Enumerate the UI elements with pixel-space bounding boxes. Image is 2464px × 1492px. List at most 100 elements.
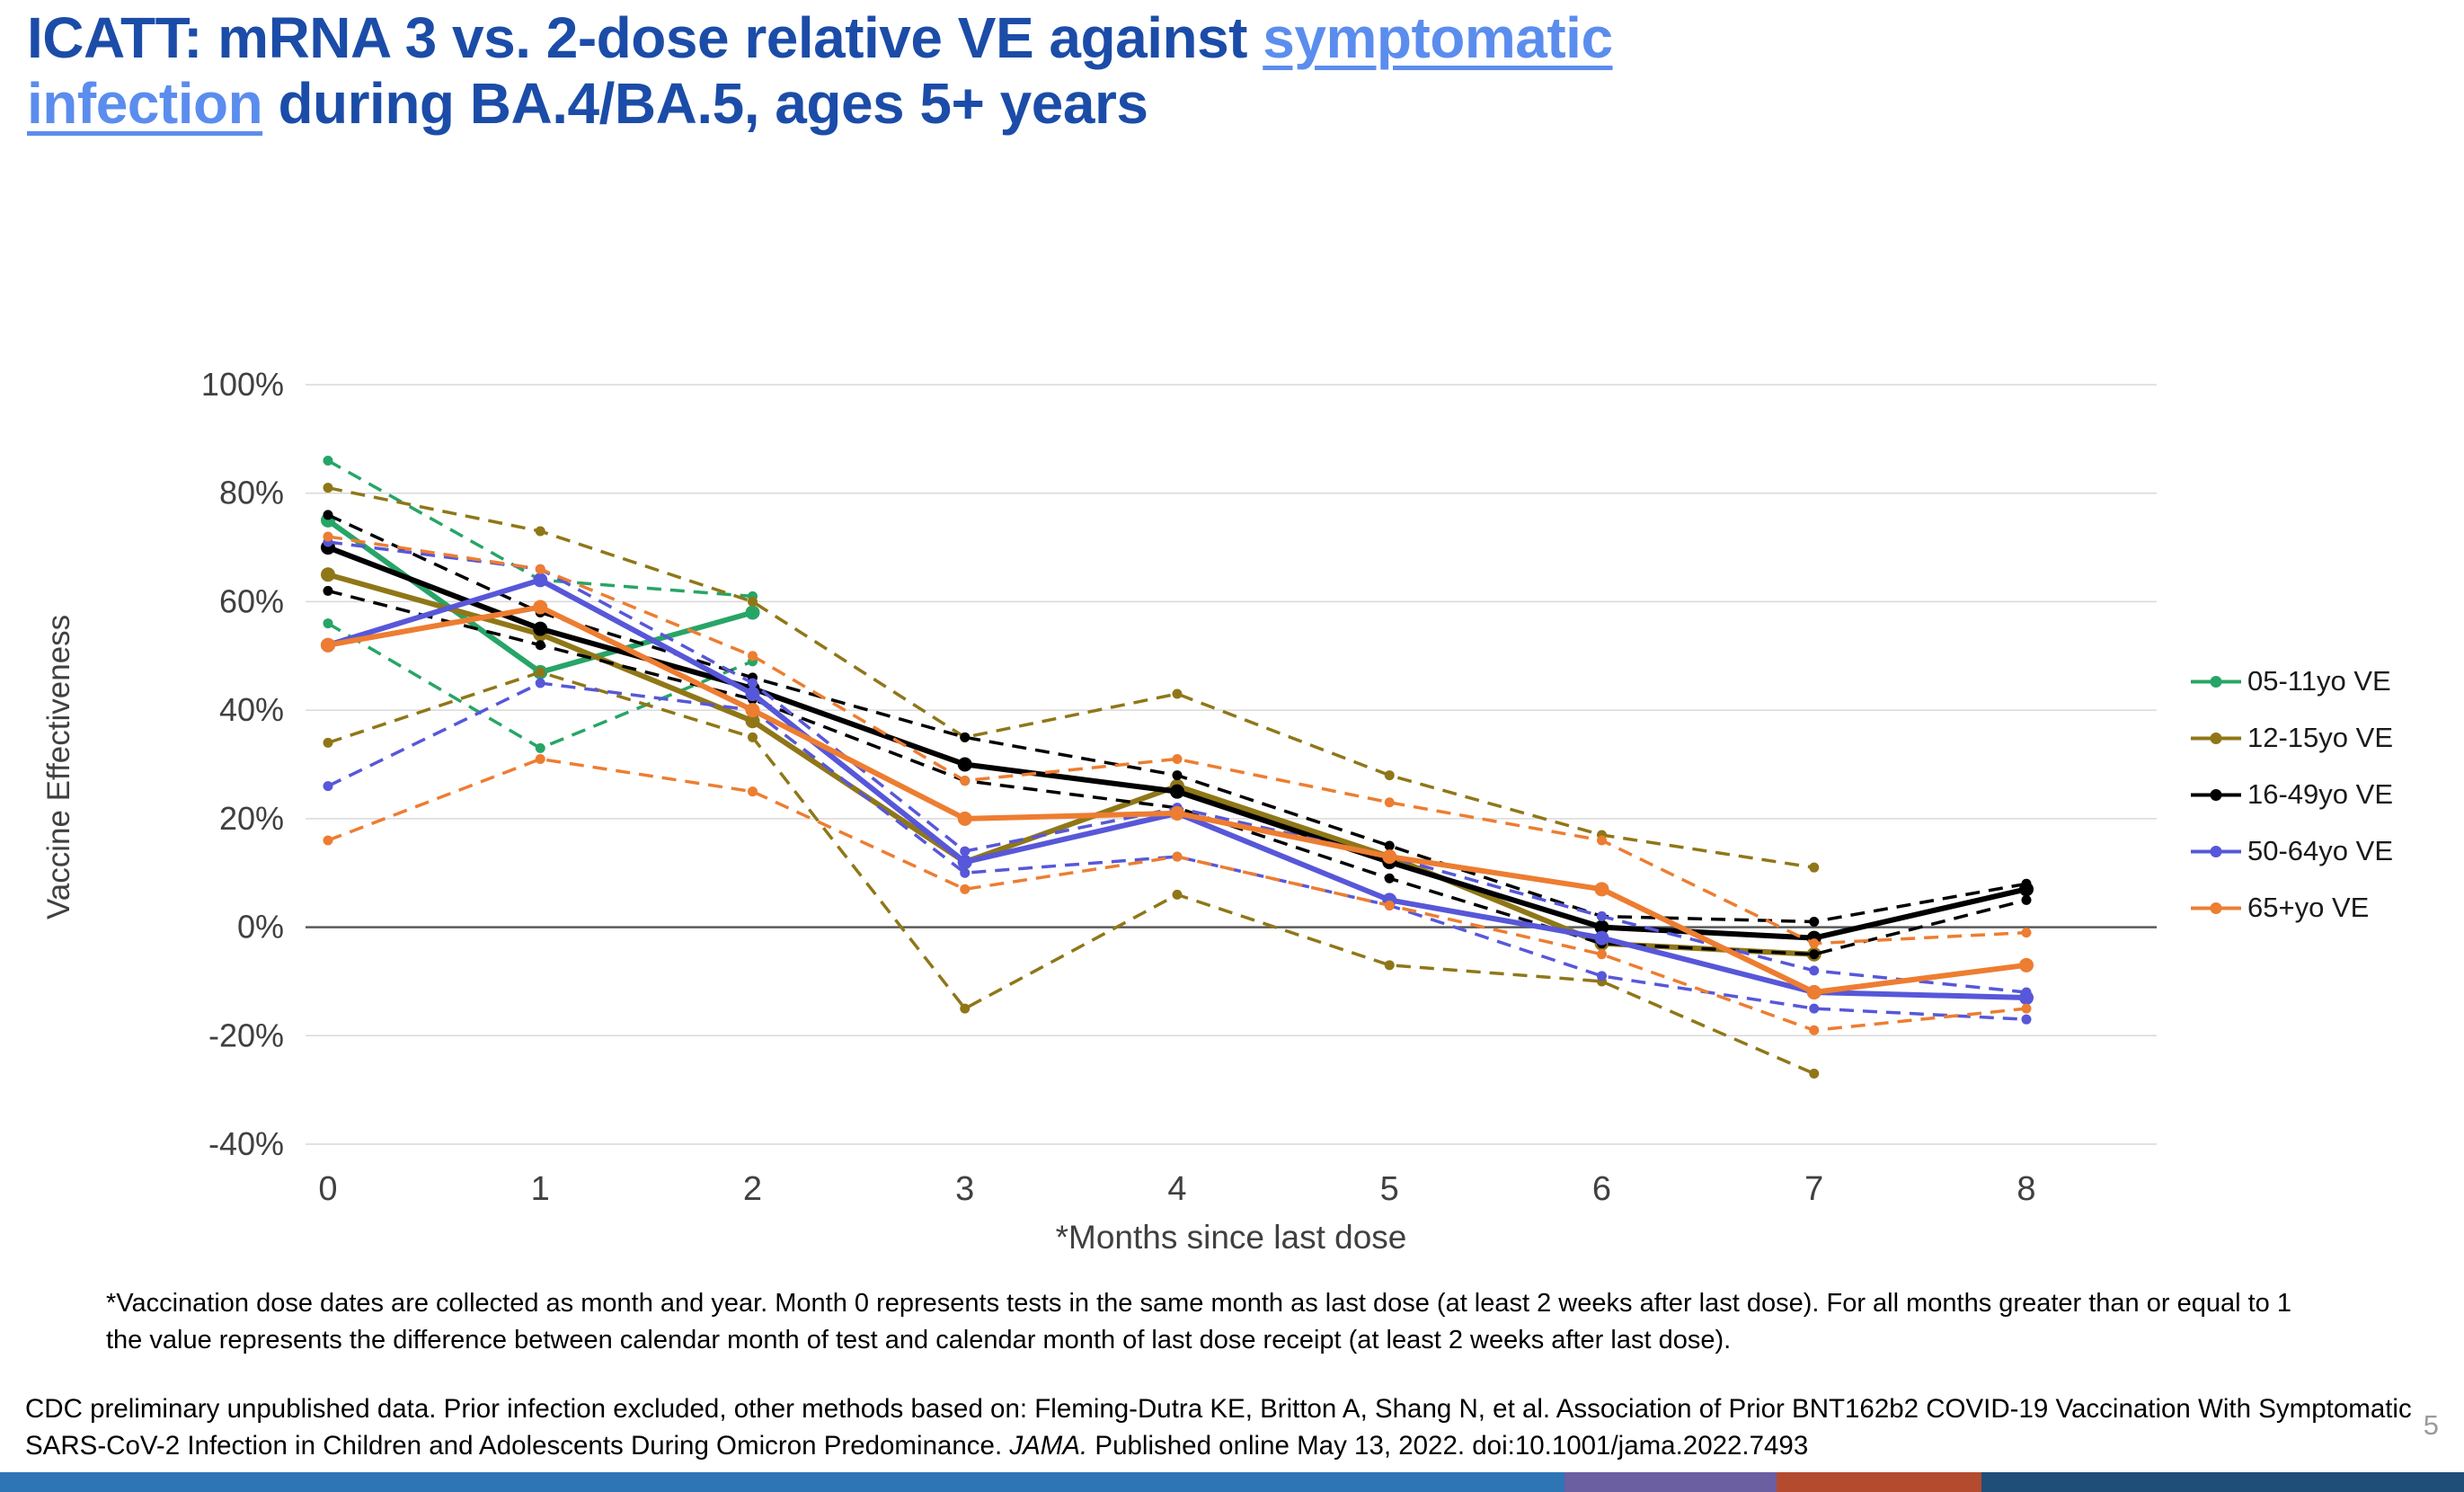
16-49yo VE-point [960,732,971,742]
title-link-symptomatic[interactable]: symptomatic [1263,5,1613,70]
y-tick-label: -40% [208,1125,284,1162]
65+yo VE-point [1597,949,1607,960]
citation-journal-name: JAMA. [1009,1430,1088,1461]
05-11yo VE-point [535,742,545,753]
16-49yo VE-lower_ci-line [327,589,2027,956]
y-tick-label: 20% [219,800,284,837]
65+yo VE-point [2021,1003,2032,1014]
12-15yo VE-point [1384,960,1395,971]
50-64yo VE-point [1597,971,1607,981]
65+yo VE-point [323,531,333,542]
50-64yo VE-lower_ci-line [327,681,2027,1021]
16-49yo VE-point [1172,770,1183,781]
legend-swatch-icon [2191,675,2241,688]
65+yo VE-point [1806,985,1821,999]
x-tick-label: 0 [318,1170,337,1208]
legend-label: 65+yo VE [2247,892,2370,923]
65+yo VE-point [748,786,758,797]
12-15yo VE-point [748,732,758,742]
65+yo VE-point [1382,849,1397,865]
chart-legend: 05-11yo VE 12-15yo VE 16-49yo VE 50-64yo VE… [2191,665,2393,948]
65+yo VE-point [1809,938,1820,949]
50-64yo VE-point [1809,965,1820,976]
legend-label: 16-49yo VE [2247,778,2393,810]
16-49yo VE-point [1170,784,1184,799]
footer-bar-segment-3 [1776,1472,1981,1492]
y-axis-title: Vaccine Effectiveness [41,614,76,919]
legend-label: 05-11yo VE [2247,665,2391,697]
65+yo VE-point [2021,928,2032,938]
footer-bar-segment-4 [1981,1472,2464,1492]
x-tick-label: 7 [1804,1170,1823,1208]
y-tick-label: 40% [219,691,284,728]
50-64yo VE-point [535,678,545,688]
citation-text-2: Published online May 13, 2022. doi:10.10… [1087,1430,1809,1461]
16-49yo VE-point [323,510,333,520]
legend-swatch-icon [2191,901,2241,914]
y-tick-label: 80% [219,475,284,511]
x-tick-label: 6 [1592,1170,1611,1208]
title-link-infection[interactable]: infection [27,70,263,136]
50-64yo VE-point [748,678,758,688]
series-65+yo VE [321,531,2034,1035]
12-15yo VE-lower_ci-line [327,671,1815,1076]
page-number: 5 [2423,1409,2439,1441]
65+yo VE-point [1597,835,1607,846]
legend-item-16-49yo VE: 16-49yo VE [2191,778,2393,811]
footer-bar-segment-1 [0,1472,1565,1492]
citation: CDC preliminary unpublished data. Prior … [25,1391,2442,1464]
16-49yo VE-point [323,585,333,596]
x-tick-label: 2 [743,1170,762,1208]
legend-label: 50-64yo VE [2247,835,2393,866]
ve-line-chart: 100% 80% 60% 40% 20% 0% -20% -40% 0 1 2 3 4 5 6 7 8 [201,366,2157,1208]
65+yo VE-point [748,651,758,662]
footer-bar-segment-2 [1564,1472,1777,1492]
y-tick-label: 0% [237,909,284,946]
12-15yo VE-point [960,1003,971,1014]
50-64yo VE-point [960,867,971,878]
12-15yo VE-point [1172,688,1183,699]
12-15yo VE-point [1809,1069,1820,1079]
12-15yo VE-point [1384,770,1395,781]
16-49yo VE-point [2021,894,2032,905]
legend-swatch-icon [2191,732,2241,744]
65+yo VE-point [1172,753,1183,764]
65+yo VE-point [1594,882,1609,897]
title-text-1: ICATT: mRNA 3 vs. 2-dose relative VE aga… [27,5,1263,70]
x-tick-label: 1 [531,1170,550,1208]
x-tick-label: 4 [1167,1170,1186,1208]
legend-swatch-icon [2191,845,2241,857]
16-49yo VE-point [533,621,548,636]
65+yo VE-point [321,637,335,653]
65+yo VE-point [960,884,971,894]
05-11yo VE-point [323,456,333,466]
65+yo VE-point [535,753,545,764]
16-49yo VE-point [535,640,545,651]
65+yo VE-point [957,811,972,826]
65+yo VE-point [960,776,971,786]
12-15yo VE-point [321,567,335,582]
legend-item-05-11yo VE: 05-11yo VE [2191,665,2393,697]
65+yo VE-point [1809,1025,1820,1035]
50-64yo VE-point [1594,930,1609,946]
legend-swatch-icon [2191,788,2241,801]
50-64yo VE-point [1597,911,1607,921]
legend-item-12-15yo VE: 12-15yo VE [2191,722,2393,754]
50-64yo VE-point [957,855,972,870]
12-15yo VE-point [323,737,333,748]
65+yo VE-point [533,599,548,615]
50-64yo VE-point [2021,1014,2032,1025]
65+yo VE-point [535,564,545,574]
x-tick-label: 3 [955,1170,974,1208]
50-64yo VE-point [2019,990,2034,1006]
16-49yo VE-point [2019,882,2034,897]
x-tick-label: 8 [2016,1170,2035,1208]
citation-text-1: CDC preliminary unpublished data. Prior … [25,1394,2412,1461]
16-49yo VE-point [1809,949,1820,960]
legend-item-50-64yo VE: 50-64yo VE [2191,835,2393,867]
65+yo VE-point [323,835,333,846]
16-49yo VE-point [957,757,972,772]
12-15yo VE-point [748,596,758,607]
x-tick-label: 5 [1380,1170,1399,1208]
